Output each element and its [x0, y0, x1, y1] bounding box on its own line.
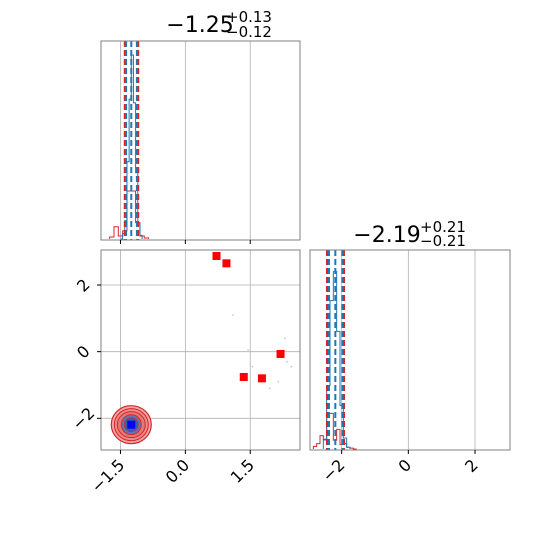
panel-frame: [100, 249, 301, 451]
param-1-title-minus: −0.12: [226, 23, 272, 41]
param-2-title-plus: +0.21: [420, 218, 466, 236]
param-1-title-plus: +0.13: [226, 8, 272, 26]
faint-point: [247, 349, 249, 351]
panel-frame: [100, 40, 301, 241]
scatter-param-1-vs-2: −1.5 0.0 1.5 −2 0 2: [68, 249, 301, 496]
x-tick-label: 0: [395, 455, 416, 476]
param-2-title: −2.19: [353, 223, 420, 248]
scatter-point-red: [212, 252, 221, 260]
x-tick-label: −2: [318, 455, 348, 485]
y-tick-label: 2: [73, 275, 94, 296]
panel-frame: [309, 249, 511, 451]
scatter-point-red: [239, 373, 248, 381]
histogram-series-red: [109, 190, 150, 239]
histogram-param-1: −1.25 +0.13 −0.12: [100, 8, 301, 244]
faint-point: [251, 365, 254, 368]
x-tick-label: 2: [461, 455, 482, 476]
scatter-point-red: [276, 350, 285, 358]
faint-point: [268, 387, 271, 390]
scatter-point-blue: [127, 420, 136, 429]
y-tick-label: −2: [68, 404, 98, 434]
scatter-point-red: [257, 374, 266, 383]
faint-point: [283, 337, 286, 340]
histogram-param-2: −2 0 2 −2.19 +0.21 −0.21: [309, 218, 511, 486]
faint-point: [277, 380, 280, 383]
param-2-title-minus: −0.21: [420, 232, 466, 250]
faint-point: [286, 360, 288, 363]
x-tick-label: 1.5: [227, 455, 258, 486]
x-tick-label: 0.0: [162, 455, 193, 486]
x-tick-label: −1.5: [87, 455, 128, 496]
y-tick-label: 0: [73, 342, 94, 363]
scatter-point-red: [222, 259, 231, 268]
faint-point: [232, 314, 234, 316]
faint-point: [290, 365, 293, 368]
param-1-title: −1.25: [166, 13, 233, 38]
